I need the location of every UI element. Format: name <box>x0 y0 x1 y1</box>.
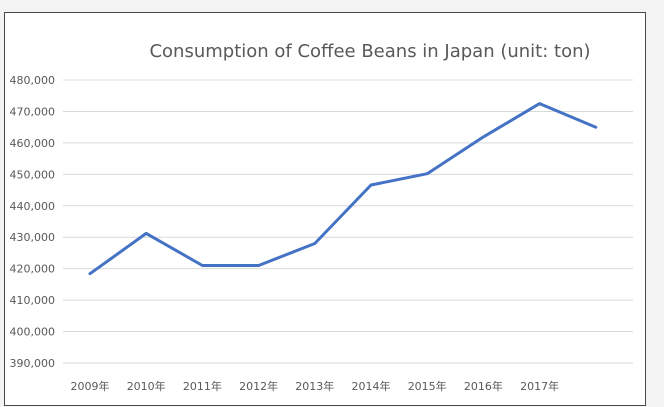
y-tick-label: 430,000 <box>10 231 56 244</box>
y-tick-label: 450,000 <box>10 168 56 181</box>
y-axis-tick-labels: 390,000 400,000 410,000 420,000 430,000 440,0… <box>10 74 56 370</box>
x-axis-tick-labels: 2009年 2010年 2011年 2012年 2013年 2014年 2015年 2016年… <box>71 379 560 393</box>
y-tick-label: 420,000 <box>10 263 56 276</box>
x-tick-label: 2016年 <box>464 379 503 393</box>
chart-frame: Consumption of Coffee Beans in Japan (un… <box>4 12 646 406</box>
x-tick-label: 2011年 <box>183 379 222 393</box>
y-tick-label: 390,000 <box>10 357 56 370</box>
x-tick-label: 2009年 <box>71 379 110 393</box>
x-tick-label: 2017年 <box>520 379 559 393</box>
line-chart: Consumption of Coffee Beans in Japan (un… <box>10 41 633 393</box>
x-tick-label: 2015年 <box>408 379 447 393</box>
y-tick-label: 480,000 <box>10 74 56 87</box>
y-tick-label: 470,000 <box>10 105 56 118</box>
chart-title: Consumption of Coffee Beans in Japan (un… <box>149 41 590 62</box>
x-tick-label: 2014年 <box>352 379 391 393</box>
x-tick-label: 2012年 <box>239 379 278 393</box>
y-tick-label: 460,000 <box>10 137 56 150</box>
y-tick-label: 400,000 <box>10 326 56 339</box>
x-tick-label: 2010年 <box>127 379 166 393</box>
y-tick-label: 440,000 <box>10 200 56 213</box>
series-layer <box>88 102 598 276</box>
series-line <box>88 102 598 276</box>
y-tick-label: 410,000 <box>10 294 56 307</box>
gridlines <box>63 79 633 364</box>
x-tick-label: 2013年 <box>295 379 334 393</box>
